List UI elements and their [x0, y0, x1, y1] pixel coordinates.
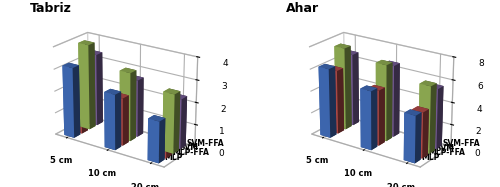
- Text: Ahar: Ahar: [286, 2, 318, 15]
- Text: Tabriz: Tabriz: [30, 2, 72, 15]
